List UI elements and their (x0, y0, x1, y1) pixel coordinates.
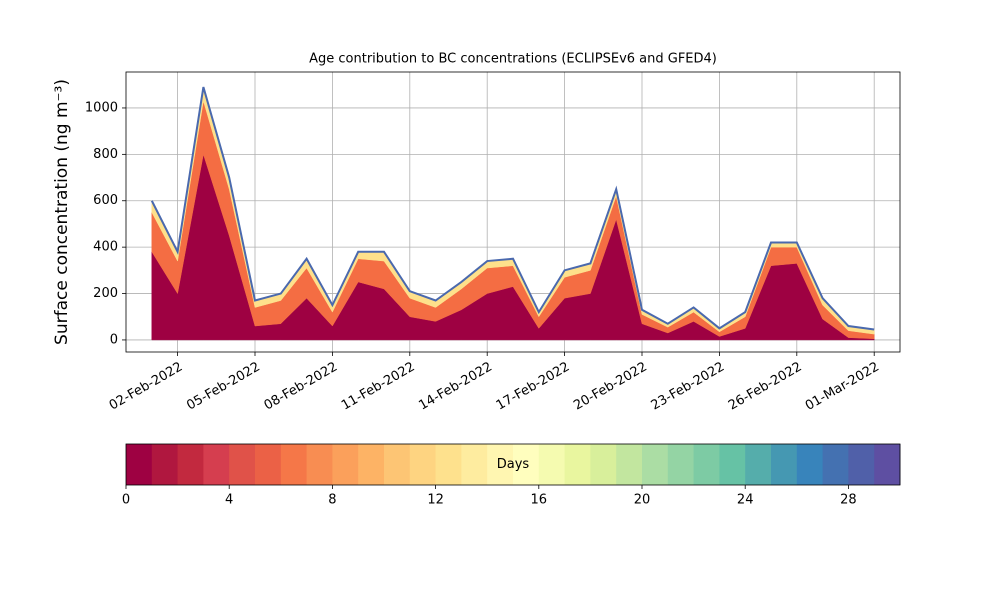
colorbar-cell (616, 444, 643, 485)
colorbar-cell (487, 444, 514, 485)
y-axis-label: Surface concentration (ng m⁻³) (52, 79, 72, 345)
colorbar-cell (796, 444, 824, 485)
x-tick-label: 08-Feb-2022 (262, 360, 341, 414)
colorbar-cell (177, 444, 204, 485)
colorbar-cell (306, 444, 333, 485)
colorbar-tick-label: 12 (427, 493, 444, 508)
colorbar-cell (822, 444, 849, 485)
x-tick-label: 01-Mar-2022 (803, 360, 882, 414)
colorbar-cell (590, 444, 617, 485)
colorbar-cell (461, 444, 488, 485)
colorbar-cell (409, 444, 437, 485)
x-tick-label: 20-Feb-2022 (571, 360, 650, 414)
colorbar-frame (125, 443, 901, 486)
y-tick-label: 1000 (85, 100, 118, 115)
colorbar-cell (513, 444, 540, 485)
x-tick-label: 23-Feb-2022 (649, 360, 728, 414)
colorbar-tick-label: 16 (531, 493, 548, 508)
colorbar-cell (435, 444, 462, 485)
colorbar-cell (642, 444, 669, 485)
colorbar-cell (358, 444, 385, 485)
colorbar-cell (255, 444, 282, 485)
colorbar-cell (280, 444, 308, 485)
y-tick-label: 200 (93, 286, 118, 301)
colorbar-cell (384, 444, 411, 485)
colorbar-cell (719, 444, 746, 485)
x-tick-label: 05-Feb-2022 (184, 360, 263, 414)
colorbar-cell (874, 444, 901, 485)
colorbar-cell (564, 444, 591, 485)
chart-title: Age contribution to BC concentrations (E… (309, 52, 717, 67)
plot-frame (125, 71, 901, 353)
y-tick-label: 400 (93, 240, 118, 255)
y-tick-label: 0 (110, 332, 118, 347)
x-tick-label: 26-Feb-2022 (726, 360, 805, 414)
colorbar-tick-label: 8 (328, 493, 336, 508)
colorbar-cell (203, 444, 230, 485)
colorbar-cell (151, 444, 179, 485)
colorbar-label: Days (497, 457, 530, 472)
colorbar-tick-label: 4 (225, 493, 233, 508)
colorbar-cell (771, 444, 798, 485)
colorbar-cell (538, 444, 566, 485)
colorbar-cell (332, 444, 359, 485)
colorbar-cell (693, 444, 720, 485)
x-tick-label: 11-Feb-2022 (339, 360, 418, 414)
total-outline (150, 86, 875, 331)
colorbar-cell (745, 444, 772, 485)
colorbar-cell (126, 444, 153, 485)
colorbar-cell (667, 444, 695, 485)
colorbar-cell (229, 444, 256, 485)
x-tick-label: 02-Feb-2022 (107, 360, 186, 414)
colorbar-cell (848, 444, 875, 485)
x-tick-label: 17-Feb-2022 (494, 360, 573, 414)
colorbar-tick-label: 28 (840, 493, 857, 508)
y-tick-label: 600 (93, 193, 118, 208)
x-tick-label: 14-Feb-2022 (416, 360, 495, 414)
colorbar-tick-label: 20 (634, 493, 651, 508)
colorbar-tick-label: 24 (737, 493, 754, 508)
colorbar-tick-label: 0 (122, 493, 130, 508)
y-tick-label: 800 (93, 147, 118, 162)
